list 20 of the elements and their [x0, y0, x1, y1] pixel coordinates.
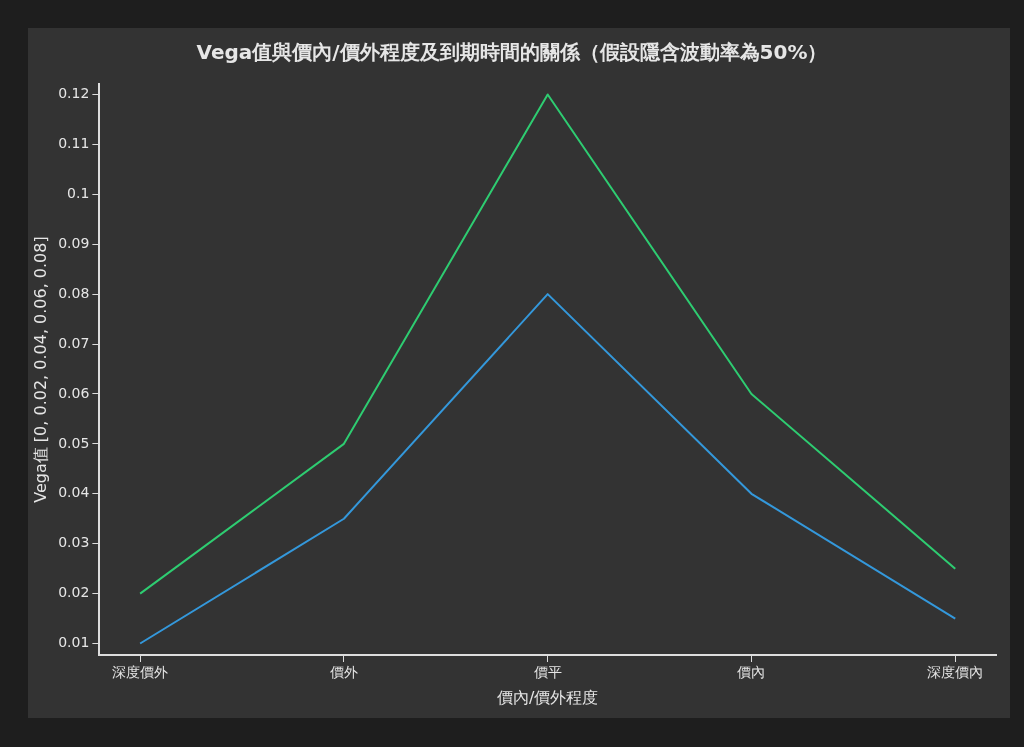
chart-title: Vega值與價內/價外程度及到期時間的關係（假設隱含波動率為50%）: [196, 40, 828, 65]
x-tick-label: 價外: [329, 664, 358, 681]
x-tick-label: 深度價內: [927, 664, 984, 681]
x-tick-label: 價平: [533, 664, 562, 681]
y-tick-label: 0.02: [58, 584, 90, 601]
y-tick-label: 0.09: [58, 234, 90, 251]
y-tick-label: 0.1: [67, 184, 90, 201]
x-tick-label: 價內: [737, 664, 766, 681]
y-tick-label: 0.03: [58, 534, 90, 551]
y-tick-label: 0.06: [58, 384, 90, 401]
x-axis-title: 價內/價外程度: [496, 687, 599, 707]
y-tick-label: 0.08: [58, 284, 90, 301]
y-tick-label: 0.04: [58, 484, 90, 501]
x-tick-label: 深度價外: [112, 664, 169, 681]
y-tick-label: 0.07: [58, 334, 90, 351]
y-tick-label: 0.12: [58, 85, 90, 102]
y-tick-label: 0.01: [58, 634, 90, 651]
y-tick-label: 0.11: [58, 135, 90, 152]
y-axis-title: Vega值 [0, 0.02, 0.04, 0.06, 0.08]: [30, 236, 50, 503]
y-tick-label: 0.05: [58, 434, 90, 451]
